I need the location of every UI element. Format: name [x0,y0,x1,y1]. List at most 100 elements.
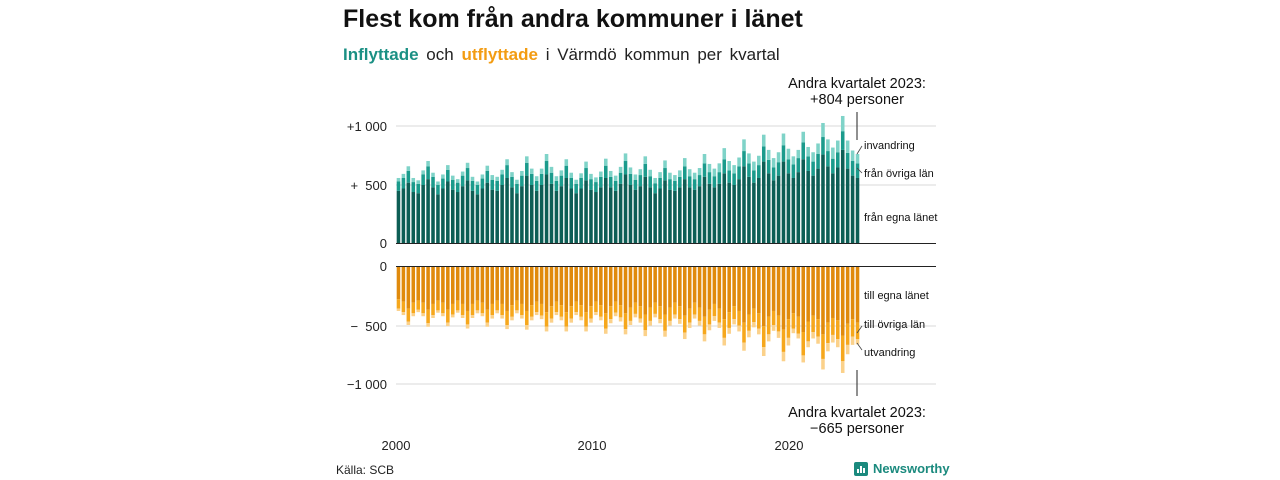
bar-out-segment [737,310,741,326]
bar-in-segment [549,166,554,173]
label-till-ovriga-lan: till övriga län [864,319,925,331]
bar-out-segment [446,266,450,310]
bar-in-segment [495,190,499,244]
bar-out-segment [465,324,470,329]
bar-in-segment [589,173,593,180]
bar-out-segment [648,266,652,308]
bar-out-segment [416,309,420,313]
bar-in-segment [618,183,623,244]
bar-in-segment [648,187,652,244]
bar-out-segment [643,330,648,337]
bar-in-segment [480,178,485,189]
bar-out-segment [584,312,588,327]
bar-out-segment [450,314,455,318]
bar-out-segment [752,266,756,309]
bar-out-segment [465,310,470,325]
bar-out-segment [821,266,825,335]
bar-out-segment [653,302,657,314]
bar-out-segment [850,266,855,320]
bar-in-segment [559,175,564,187]
bar-in-segment [534,176,539,181]
bar-out-segment [559,266,564,306]
bar-out-segment [845,323,850,345]
bar-in-segment [500,169,504,175]
bar-out-segment [608,306,613,320]
bar-out-segment [421,302,425,314]
bar-in-segment [426,179,430,244]
bar-out-segment [757,328,761,335]
annotation-bottom-line2: −665 personer [810,421,904,437]
bar-out-segment [396,266,401,300]
bar-in-segment [648,169,652,177]
bar-in-segment [821,137,825,155]
bar-in-segment [727,182,731,244]
bar-out-segment [450,266,455,304]
bar-in-segment [441,178,445,189]
bar-out-segment [781,266,786,330]
bar-out-segment [796,316,801,334]
bar-out-segment [855,322,860,340]
x-tick-2000: 2000 [382,438,411,453]
bar-out-segment [579,316,583,321]
bar-in-segment [628,173,633,185]
bar-in-segment [776,175,781,244]
bar-in-segment [401,188,406,244]
bar-out-segment [584,266,588,313]
bar-in-segment [450,189,455,244]
bar-out-segment [668,266,672,308]
bar-in-segment [663,160,667,169]
bar-out-segment [549,318,554,323]
bar-out-segment [549,266,554,307]
bar-out-segment [589,266,593,307]
bar-in-segment [692,189,697,244]
bar-out-segment [836,320,840,340]
bar-in-segment [579,173,583,178]
bar-out-segment [554,266,559,302]
bar-out-segment [396,308,401,311]
bar-in-segment [579,177,583,189]
bar-out-segment [559,305,564,317]
bar-in-segment [544,154,549,162]
bar-in-segment [687,176,692,188]
bar-out-segment [633,266,638,303]
bar-out-segment [826,266,830,323]
bar-out-segment [761,266,766,327]
bar-in-segment [455,179,460,183]
bar-out-segment [604,313,608,329]
bar-out-segment [623,313,628,330]
bar-out-segment [579,266,583,306]
bar-out-segment [544,266,549,313]
x-tick-2020: 2020 [775,438,804,453]
bar-out-segment [658,319,662,324]
bar-in-segment [564,165,569,178]
bar-in-segment [480,188,485,244]
bar-in-segment [722,148,727,160]
bar-out-segment [490,266,495,304]
series-labels-out: till egna länet till övriga län utvandri… [856,290,929,359]
bar-in-segment [702,176,707,244]
bar-out-segment [500,303,504,316]
bar-out-segment [446,309,450,323]
bar-out-segment [608,319,613,324]
bar-in-segment [747,176,751,244]
bar-in-segment [732,165,736,174]
bar-in-segment [816,143,820,154]
bar-out-segment [673,266,677,303]
bar-out-segment [702,266,707,317]
bar-in-segment [747,153,751,164]
bar-in-segment [821,122,825,138]
subtitle-inflyttade: Inflyttade [343,45,419,64]
bar-in-segment [564,159,569,166]
bar-in-segment [845,140,850,153]
bar-out-segment [411,313,416,317]
bar-out-segment [653,266,657,303]
bar-out-segment [485,266,490,310]
leader-utvandring [856,342,863,351]
source-note: Källa: SCB [336,463,395,477]
bar-out-segment [702,334,707,342]
bar-in-segment [396,177,401,182]
bar-in-segment [707,183,712,244]
bar-in-segment [515,193,519,244]
bar-out-segment [510,266,514,306]
bar-out-segment [791,313,796,329]
